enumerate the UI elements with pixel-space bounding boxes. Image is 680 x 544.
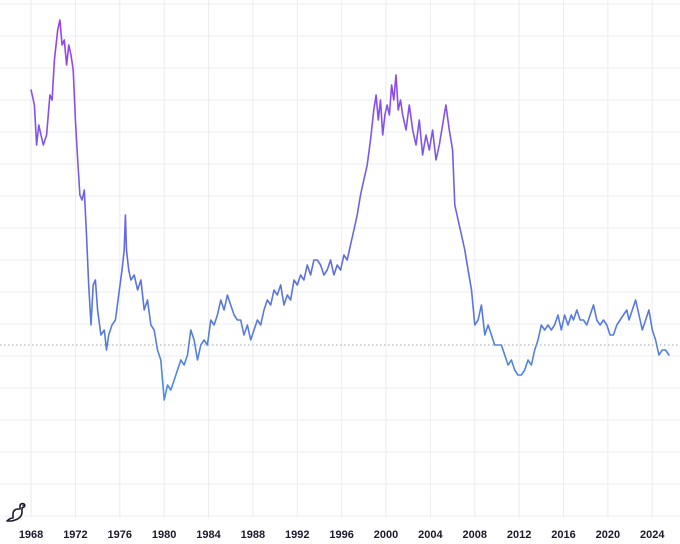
x-tick-label-2008: 2008 <box>463 529 487 541</box>
x-tick-label-1992: 1992 <box>285 529 309 541</box>
x-tick-label-2024: 2024 <box>640 529 665 541</box>
series-line <box>30 19 670 401</box>
x-tick-label-1968: 1968 <box>19 529 43 541</box>
x-tick-label-1980: 1980 <box>152 529 176 541</box>
x-tick-label-2004: 2004 <box>418 529 443 541</box>
x-tick-label-2012: 2012 <box>507 529 531 541</box>
x-tick-label-2020: 2020 <box>596 529 620 541</box>
x-tick-label-1976: 1976 <box>108 529 132 541</box>
x-tick-label-1988: 1988 <box>241 529 265 541</box>
x-tick-label-2016: 2016 <box>551 529 575 541</box>
grid-lines <box>0 0 680 518</box>
dinosaur-logo-icon <box>6 502 26 522</box>
x-tick-label-1972: 1972 <box>63 529 87 541</box>
x-axis-tick-labels: 1968 1972 1976 1980 1984 1988 1992 1996 2000 2004… <box>19 529 666 541</box>
x-tick-label-2000: 2000 <box>374 529 398 541</box>
x-tick-label-1984: 1984 <box>196 529 221 541</box>
x-tick-label-1996: 1996 <box>329 529 353 541</box>
